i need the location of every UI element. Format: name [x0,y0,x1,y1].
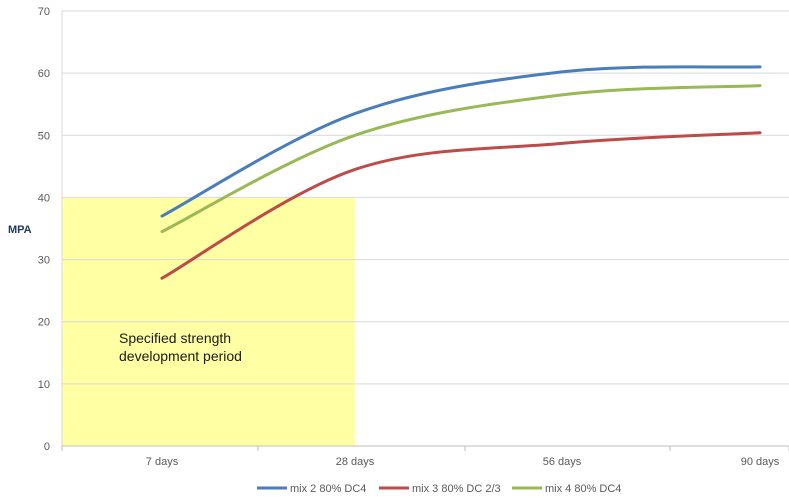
series-line-1 [160,65,762,218]
legend-label: mix 3 80% DC 2/3 [412,483,501,495]
highlight-annotation: development period [119,348,242,364]
y-tick-label: 60 [38,68,50,80]
y-axis-title: MPA [8,224,32,236]
y-tick-label: 10 [38,379,50,391]
legend-label: mix 2 80% DC4 [290,483,366,495]
y-tick-label: 40 [38,192,50,204]
series-line-2 [160,131,762,280]
legend-label: mix 4 80% DC4 [545,483,621,495]
series-line-3 [160,84,762,234]
x-tick-label: 90 days [741,456,780,468]
highlight-annotation: Specified strength [119,330,231,346]
y-tick-label: 30 [38,255,50,267]
y-tick-label: 50 [38,130,50,142]
y-tick-label: 70 [38,6,50,18]
y-tick-label: 20 [38,317,50,329]
x-tick-label: 28 days [336,456,375,468]
x-tick-label: 56 days [543,456,582,468]
y-tick-label: 0 [44,441,50,453]
x-tick-label: 7 days [146,456,179,468]
